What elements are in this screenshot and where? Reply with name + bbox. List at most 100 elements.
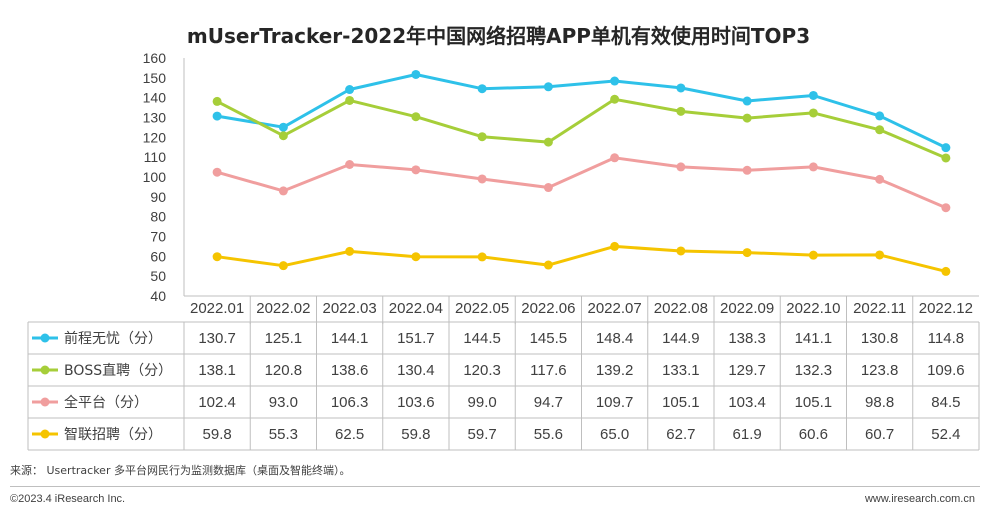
y-tick-label: 60 <box>150 248 166 264</box>
x-tick-label: 2022.01 <box>190 300 244 317</box>
data-point <box>411 69 421 79</box>
x-tick-label: 2022.09 <box>720 300 774 317</box>
copyright: ©2023.4 iResearch Inc. <box>10 493 126 505</box>
table-cell: 141.1 <box>795 330 833 347</box>
website-link[interactable]: www.iresearch.com.cn <box>864 493 975 505</box>
y-tick-label: 110 <box>144 149 167 165</box>
table-cell: 138.1 <box>198 362 236 379</box>
x-tick-label: 2022.04 <box>389 300 443 317</box>
legend-marker <box>40 333 50 343</box>
data-point <box>610 153 620 163</box>
table-cell: 130.8 <box>861 330 899 347</box>
table-cell: 98.8 <box>865 394 894 411</box>
table-cell: 84.5 <box>931 394 960 411</box>
table-cell: 148.4 <box>596 330 634 347</box>
data-point <box>543 183 553 193</box>
data-point <box>543 137 553 147</box>
data-point <box>808 250 818 260</box>
y-tick-label: 120 <box>143 129 167 145</box>
series-line <box>216 244 947 273</box>
y-tick-label: 140 <box>143 90 167 106</box>
table-cell: 55.6 <box>534 426 563 443</box>
table-cell: 132.3 <box>795 362 833 379</box>
data-point <box>875 250 885 260</box>
footer-divider <box>10 486 980 487</box>
table-cell: 93.0 <box>269 394 298 411</box>
legend-label: BOSS直聘（分） <box>64 362 172 379</box>
y-tick-label: 70 <box>150 229 166 245</box>
x-tick-label: 2022.08 <box>654 300 708 317</box>
data-point <box>411 165 421 175</box>
data-point <box>941 143 951 153</box>
series-line <box>216 156 947 210</box>
y-tick-label: 160 <box>143 50 167 66</box>
table-cell: 125.1 <box>265 330 303 347</box>
table-cell: 55.3 <box>269 426 298 443</box>
x-axis-ticks: 2022.01 2022.02 2022.03 2022.04 2022.05 2022.… <box>190 296 973 324</box>
table-cell: 99.0 <box>468 394 497 411</box>
source-note: 来源： Usertracker 多平台网民行为监测数据库（桌面及智能终端）。 <box>10 464 351 477</box>
y-tick-label: 40 <box>150 288 166 304</box>
data-point <box>543 260 553 270</box>
table-cell: 59.8 <box>203 426 232 443</box>
data-point <box>543 82 553 92</box>
x-tick-label: 2022.03 <box>323 300 377 317</box>
legend-marker <box>40 365 50 375</box>
table-cell: 105.1 <box>662 394 700 411</box>
data-point <box>676 83 686 93</box>
table-cell: 145.5 <box>530 330 568 347</box>
table-cell: 117.6 <box>530 362 566 379</box>
table-cell: 129.7 <box>728 362 766 379</box>
data-point <box>941 203 951 213</box>
table-cell: 62.5 <box>335 426 364 443</box>
table-cell: 139.2 <box>596 362 634 379</box>
table-cell: 94.7 <box>534 394 563 411</box>
x-tick-label: 2022.06 <box>521 300 575 317</box>
data-point <box>411 112 421 122</box>
data-point <box>212 96 222 106</box>
data-point <box>411 252 421 262</box>
data-point <box>477 132 487 142</box>
x-tick-label: 2022.10 <box>786 300 840 317</box>
y-tick-label: 150 <box>143 70 167 86</box>
data-point <box>477 174 487 184</box>
x-tick-label: 2022.12 <box>919 300 973 317</box>
data-point <box>610 94 620 104</box>
table-cell: 60.7 <box>865 426 894 443</box>
table-cell: 130.7 <box>198 330 236 347</box>
y-tick-label: 50 <box>150 268 166 284</box>
data-point <box>941 266 951 276</box>
data-point <box>742 113 752 123</box>
x-tick-label: 2022.11 <box>853 300 906 317</box>
table-cell: 138.3 <box>728 330 766 347</box>
data-point <box>808 90 818 100</box>
table-cell: 106.3 <box>331 394 369 411</box>
series-lines <box>212 69 951 276</box>
table-cell: 59.7 <box>468 426 497 443</box>
data-point <box>610 241 620 251</box>
data-point <box>345 246 355 256</box>
data-point <box>477 84 487 94</box>
table-cell: 123.8 <box>861 362 899 379</box>
legend-label: 前程无忧（分） <box>64 330 162 347</box>
legend-label: 全平台（分） <box>64 394 148 411</box>
table-cell: 103.6 <box>397 394 435 411</box>
table-cell: 130.4 <box>397 362 435 379</box>
data-point <box>742 165 752 175</box>
table-cell: 59.8 <box>401 426 430 443</box>
table-cell: 60.6 <box>799 426 828 443</box>
data-table: 前程无忧（分） 130.7 125.1 144.1 151.7 144.5 145.5 148… <box>27 321 980 451</box>
y-tick-label: 90 <box>150 189 166 205</box>
table-cell: 61.9 <box>733 426 762 443</box>
table-cell: 109.6 <box>927 362 965 379</box>
y-tick-label: 80 <box>150 209 166 225</box>
data-point <box>278 186 288 196</box>
data-point <box>345 85 355 95</box>
series-line <box>216 97 947 160</box>
table-cell: 62.7 <box>666 426 695 443</box>
table-cell: 114.8 <box>928 330 964 347</box>
data-point <box>345 95 355 105</box>
data-point <box>676 106 686 116</box>
legend-label: 智联招聘（分） <box>64 427 162 443</box>
y-tick-label: 130 <box>143 110 167 126</box>
